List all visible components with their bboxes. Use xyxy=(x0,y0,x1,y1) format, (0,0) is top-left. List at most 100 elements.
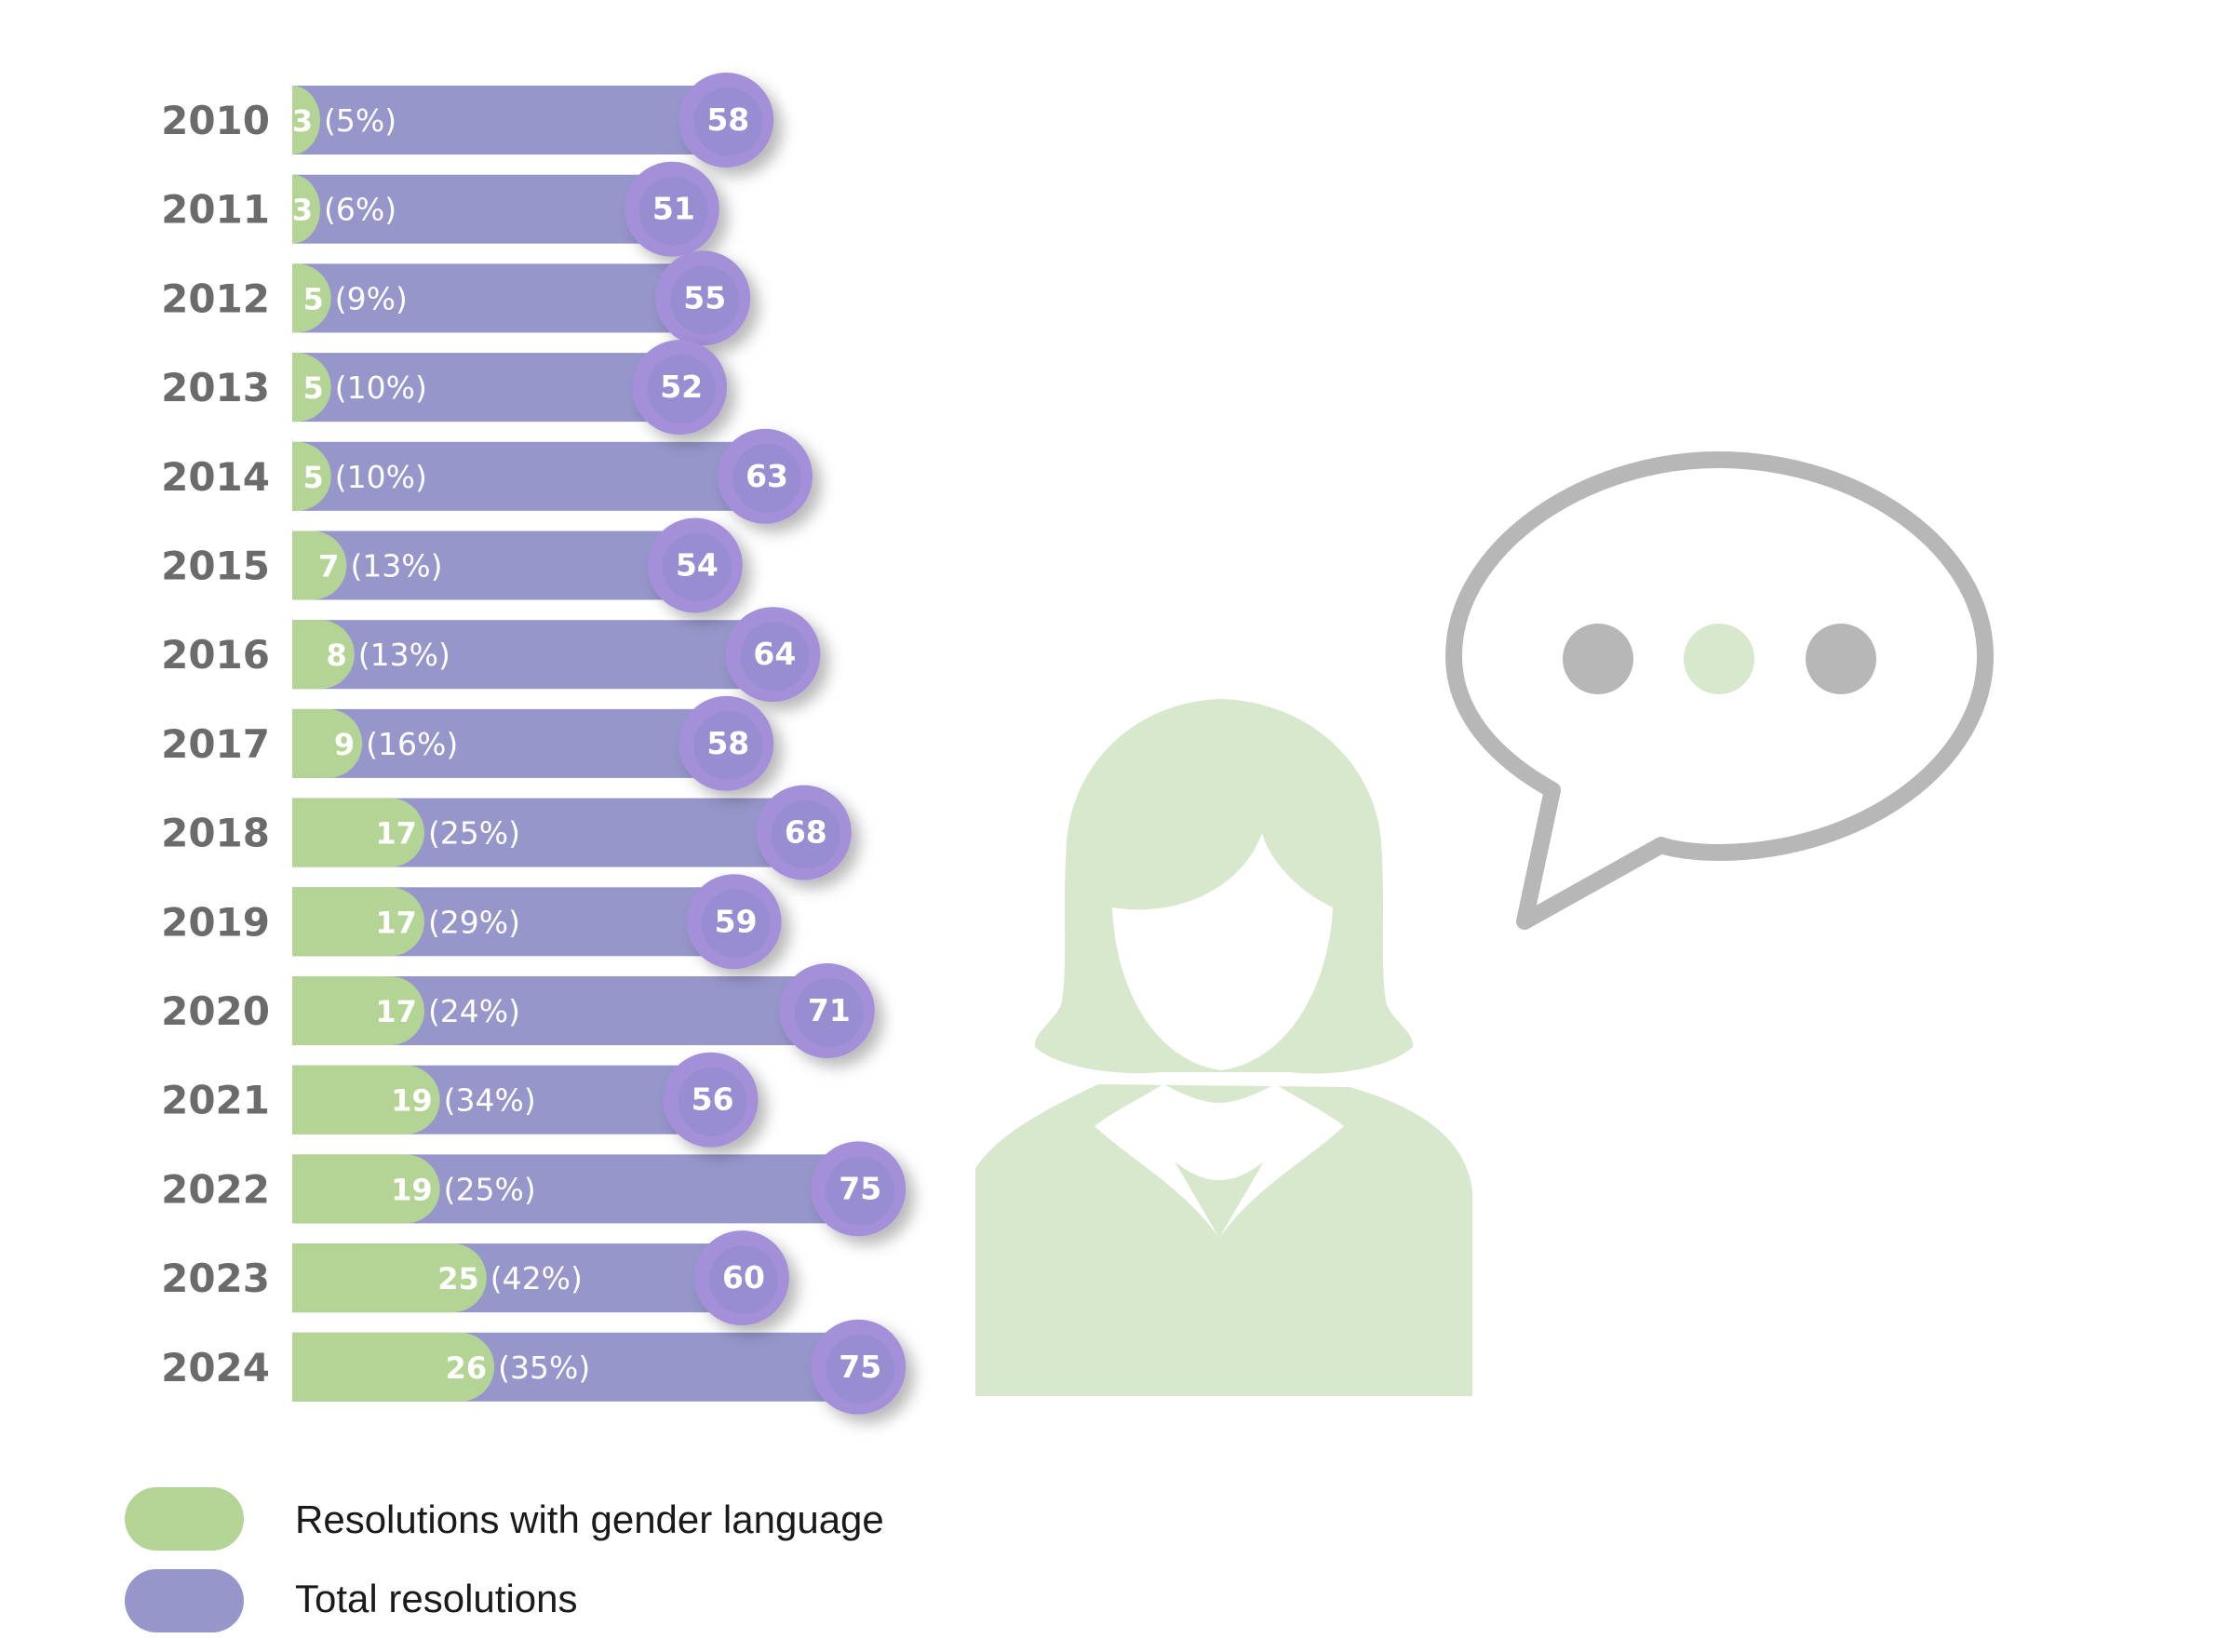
total-badge-inner xyxy=(794,978,864,1047)
year-label: 2018 xyxy=(161,811,270,856)
gender-bar xyxy=(292,708,363,778)
total-badge-inner xyxy=(709,1245,778,1315)
gender-value-label: 7 xyxy=(318,549,339,584)
gender-bar xyxy=(292,798,424,867)
total-bar xyxy=(292,441,783,511)
year-label: 2020 xyxy=(161,988,270,1034)
gender-bar xyxy=(292,1065,440,1135)
bars-layer xyxy=(292,86,876,1402)
gender-value-label: 26 xyxy=(446,1350,488,1386)
total-bar xyxy=(292,174,689,244)
gender-value-label: 3 xyxy=(292,193,313,228)
year-label: 2014 xyxy=(161,454,270,500)
gender-percent-label: (42%) xyxy=(490,1260,583,1296)
total-badge-inner xyxy=(701,889,771,959)
gender-percent-label: (6%) xyxy=(324,192,396,228)
year-label: 2019 xyxy=(161,899,270,945)
year-label: 2012 xyxy=(161,275,270,321)
total-badge-inner xyxy=(740,622,810,692)
gender-value-label: 17 xyxy=(375,994,417,1029)
legend-swatch-gender xyxy=(125,1487,244,1551)
total-value-label: 51 xyxy=(652,191,695,227)
total-value-label: 58 xyxy=(706,725,749,761)
year-label: 2011 xyxy=(161,187,270,233)
total-value-label: 75 xyxy=(839,1349,881,1385)
legend: Resolutions with gender language Total r… xyxy=(125,1487,884,1632)
total-bar xyxy=(292,531,712,600)
gender-value-label: 25 xyxy=(437,1261,479,1296)
gender-value-label: 9 xyxy=(334,727,355,762)
total-badge-inner xyxy=(678,1067,747,1136)
total-value-label: 63 xyxy=(746,458,788,494)
total-value-label: 75 xyxy=(839,1170,881,1206)
total-badge-inner xyxy=(732,443,802,513)
total-badge-inner xyxy=(771,799,840,869)
total-value-label: 58 xyxy=(706,101,749,138)
gender-value-label: 5 xyxy=(302,370,323,406)
gender-bar xyxy=(292,86,320,154)
gender-bar xyxy=(292,887,424,957)
gender-value-label: 17 xyxy=(375,816,417,852)
gender-value-label: 19 xyxy=(391,1083,433,1119)
year-label: 2022 xyxy=(161,1166,270,1212)
speech-bubble-icon xyxy=(1445,451,1994,930)
total-bar xyxy=(292,620,790,690)
total-value-label: 59 xyxy=(715,903,758,939)
woman-avatar-icon xyxy=(975,699,1472,1396)
gender-value-label: 17 xyxy=(375,905,417,940)
year-label: 2016 xyxy=(161,632,270,678)
legend-label-total: Total resolutions xyxy=(295,1577,578,1620)
gender-percent-label: (10%) xyxy=(335,459,427,495)
gender-bar xyxy=(292,263,331,333)
gender-percent-label: (16%) xyxy=(366,726,458,762)
gender-value-label: 3 xyxy=(292,103,313,139)
gender-bar xyxy=(292,441,331,511)
gender-bar xyxy=(292,174,320,244)
year-label: 2017 xyxy=(161,721,270,767)
total-badge-inner xyxy=(638,176,708,246)
total-badge-inner xyxy=(826,1156,895,1226)
gender-percent-label: (35%) xyxy=(498,1350,590,1386)
gender-percent-label: (25%) xyxy=(444,1171,536,1207)
total-badge-inner xyxy=(647,355,717,424)
gender-percent-label: (10%) xyxy=(335,369,427,406)
year-label: 2024 xyxy=(161,1345,270,1390)
typing-dot xyxy=(1806,624,1876,694)
total-badge-inner xyxy=(693,710,763,780)
gender-bar xyxy=(292,1243,487,1313)
total-value-label: 52 xyxy=(660,369,703,405)
total-value-label: 55 xyxy=(683,279,726,316)
badges-layer xyxy=(624,73,907,1415)
gender-bar xyxy=(292,620,355,690)
gender-bar xyxy=(292,1154,440,1224)
typing-dot xyxy=(1563,624,1633,694)
year-label: 2021 xyxy=(161,1078,270,1123)
gender-bar xyxy=(292,353,331,423)
total-value-label: 56 xyxy=(692,1081,734,1118)
legend-swatch-total xyxy=(125,1569,244,1632)
total-value-label: 54 xyxy=(676,547,719,584)
total-badge-inner xyxy=(670,265,740,335)
gender-percent-label: (5%) xyxy=(324,102,396,139)
total-value-label: 71 xyxy=(808,992,851,1028)
gender-value-label: 19 xyxy=(391,1172,433,1207)
year-label: 2015 xyxy=(161,544,270,589)
gender-percent-label: (13%) xyxy=(358,637,450,673)
legend-label-gender: Resolutions with gender language xyxy=(295,1498,884,1541)
year-label: 2010 xyxy=(161,98,270,143)
total-value-label: 64 xyxy=(753,636,796,672)
total-badge-inner xyxy=(693,87,763,156)
gender-value-label: 8 xyxy=(327,638,347,673)
total-bar xyxy=(292,708,744,778)
gender-percent-label: (9%) xyxy=(335,280,408,316)
gender-bar xyxy=(292,1332,495,1402)
gender-value-label: 5 xyxy=(302,460,323,495)
total-bar xyxy=(292,86,744,154)
typing-dot xyxy=(1684,624,1754,694)
gender-percent-label: (25%) xyxy=(428,815,520,852)
gender-bar xyxy=(292,976,424,1045)
year-label: 2023 xyxy=(161,1256,270,1301)
total-bar xyxy=(292,353,697,423)
